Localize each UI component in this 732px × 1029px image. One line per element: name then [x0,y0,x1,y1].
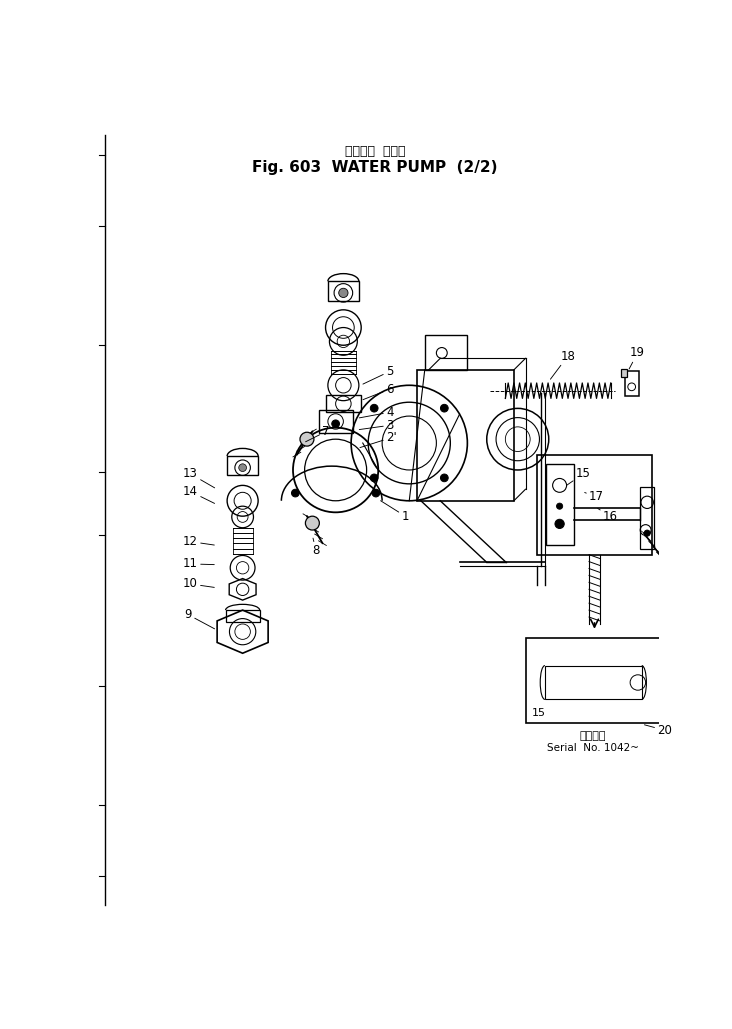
Circle shape [556,503,563,509]
Text: Serial  No. 1042~: Serial No. 1042~ [547,743,639,753]
Text: ウォータ  ポンプ: ウォータ ポンプ [345,145,406,158]
Text: 14: 14 [183,485,214,503]
Circle shape [300,432,314,447]
Bar [318,410,353,433]
Text: 15: 15 [531,708,545,718]
Text: 18: 18 [550,350,575,380]
Circle shape [370,474,378,482]
Text: 9: 9 [184,608,214,629]
Bar [425,335,467,369]
Circle shape [441,404,448,412]
Bar [328,281,359,300]
Text: 17: 17 [585,491,604,503]
Circle shape [555,520,564,529]
Bar [624,371,638,396]
Circle shape [370,404,378,412]
Text: 10: 10 [183,577,214,591]
Circle shape [644,530,650,536]
Bar [621,369,627,377]
Circle shape [291,489,299,497]
Bar [537,455,651,555]
Text: 7: 7 [305,425,330,441]
Text: 11: 11 [183,558,214,570]
Bar [417,369,514,501]
Bar [640,487,654,548]
Circle shape [339,288,348,297]
Text: 5: 5 [363,365,393,384]
Circle shape [441,474,448,482]
Bar [227,456,258,475]
Text: 15: 15 [567,467,591,486]
Text: Fig. 603  WATER PUMP  (2/2): Fig. 603 WATER PUMP (2/2) [253,161,498,175]
Text: 6: 6 [363,383,394,399]
Text: 8: 8 [313,538,320,558]
Text: 16: 16 [597,508,618,523]
Bar [526,638,669,722]
Bar [546,464,574,545]
Text: 20: 20 [644,723,672,737]
Bar [545,666,642,700]
Circle shape [332,420,340,428]
Text: 適用号機: 適用号機 [580,732,606,742]
Text: 1: 1 [381,501,409,523]
Text: 2': 2' [360,431,397,448]
Text: 12: 12 [183,535,214,548]
Text: 3: 3 [359,419,393,432]
Circle shape [372,489,380,497]
Bar [326,395,361,413]
Bar [225,610,260,622]
Text: 13: 13 [183,467,214,488]
Text: 19: 19 [629,347,645,369]
Circle shape [239,464,247,471]
Circle shape [305,517,319,530]
Text: 4: 4 [359,405,394,419]
